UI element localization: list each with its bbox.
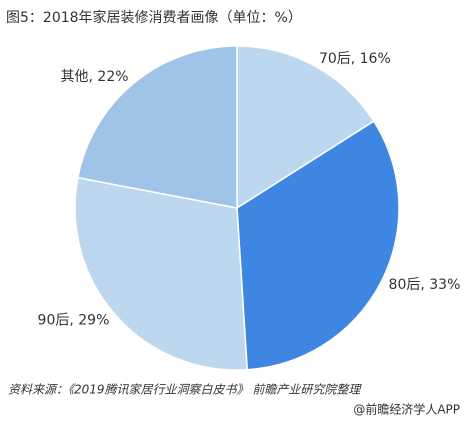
pie-slice xyxy=(74,176,248,371)
footer: @前瞻经济学人APP xyxy=(353,402,460,417)
data-label: 70后, 16% xyxy=(319,51,391,67)
data-label: 90后, 29% xyxy=(38,312,110,328)
chart-title: 图5：2018年家居装修消费者画像（单位：%） xyxy=(6,9,302,26)
pie-slice xyxy=(236,45,375,210)
source: 资料来源：《2019腾讯家居行业洞察白皮书》 前瞻产业研究院整理 xyxy=(8,383,362,397)
data-label: 80后, 33% xyxy=(389,277,461,293)
pie-slice xyxy=(76,45,238,209)
data-label: 其他, 22% xyxy=(61,69,129,85)
pie-slice xyxy=(236,120,400,371)
